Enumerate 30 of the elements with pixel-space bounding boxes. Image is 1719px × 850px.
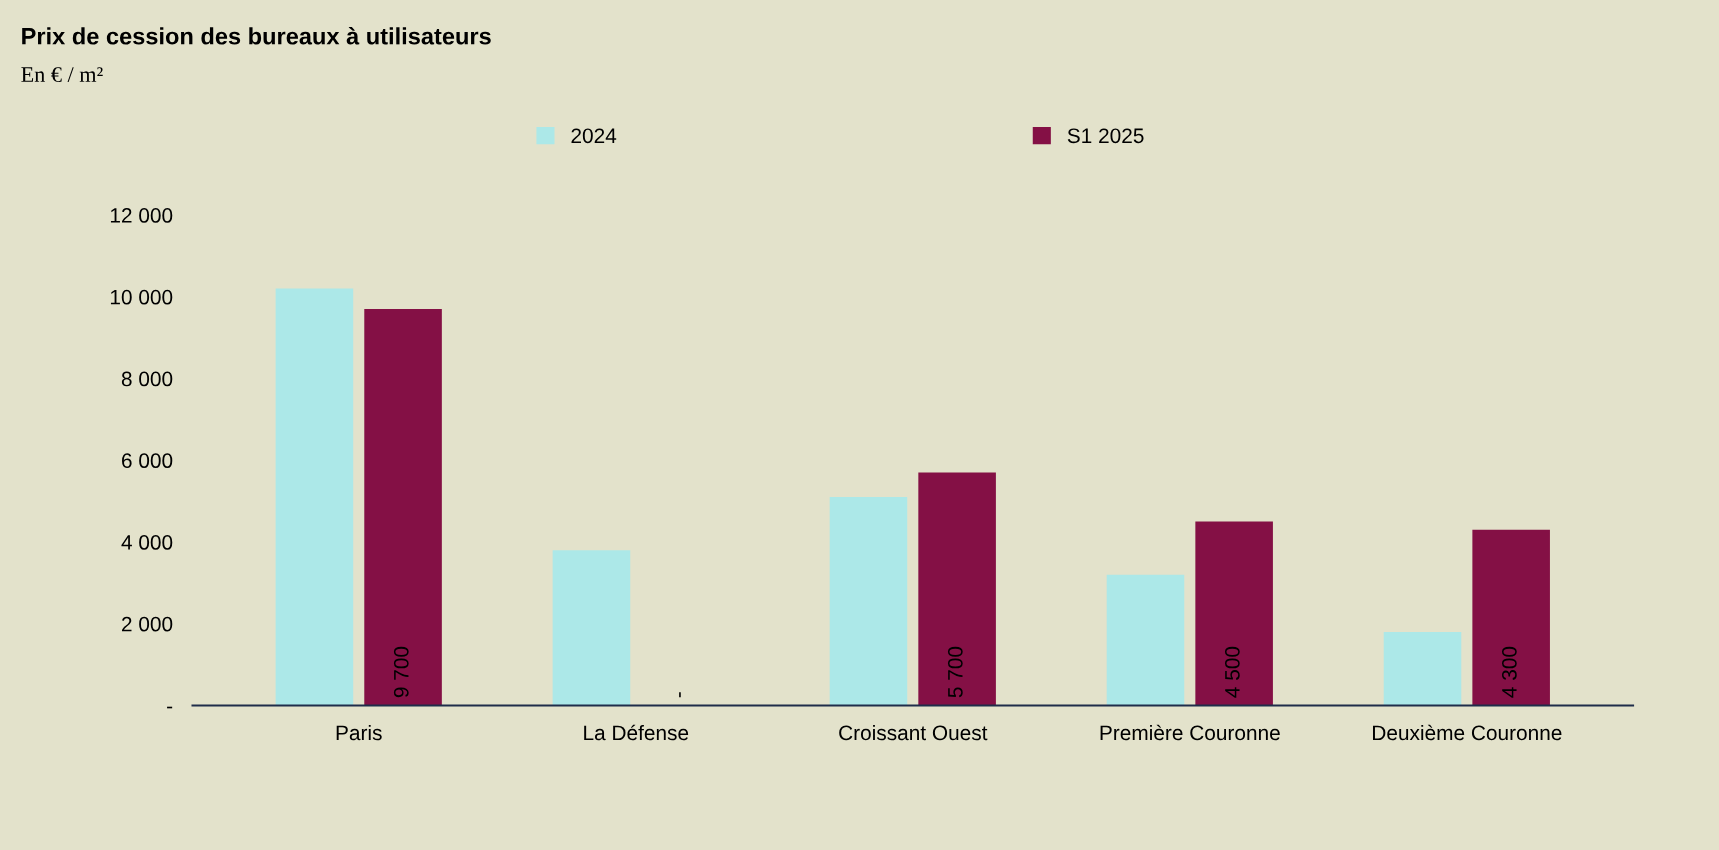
data-label: 4 300 (1502, 646, 1517, 698)
y-tick-label: 2 000 (122, 616, 173, 632)
bar (552, 550, 631, 706)
chart-title: Prix de cession des bureaux à utilisateurs (22, 27, 491, 45)
bar (1195, 521, 1273, 706)
annotation: - (679, 692, 681, 698)
legend-label: 2024 (571, 128, 617, 144)
x-tick-label: Deuxième Couronne (1373, 724, 1562, 741)
chart-subtitle: En € / m² (21, 67, 103, 83)
x-tick-label: Première Couronne (1100, 724, 1280, 741)
data-label: 5 700 (947, 646, 963, 698)
x-tick-label: La Défense (584, 724, 689, 741)
bar (275, 288, 354, 706)
y-tick-label: 10 000 (110, 289, 173, 305)
bar (364, 309, 442, 706)
data-label: 4 500 (1224, 646, 1240, 698)
y-tick-label: 4 000 (121, 535, 173, 550)
y-tick-label: 8 000 (121, 371, 173, 387)
bar (1472, 529, 1550, 706)
bar (1383, 631, 1462, 706)
bar (918, 472, 996, 706)
x-tick-label: Croissant Ouest (839, 724, 988, 741)
y-tick-label: - (167, 706, 173, 709)
y-tick-label: 6 000 (122, 453, 173, 469)
x-tick-label: Paris (336, 724, 382, 741)
bar (1106, 574, 1185, 706)
bar (829, 497, 908, 706)
legend-label: S1 2025 (1067, 128, 1144, 144)
y-tick-label: 12 000 (110, 208, 173, 223)
data-label: 9 700 (393, 646, 409, 698)
